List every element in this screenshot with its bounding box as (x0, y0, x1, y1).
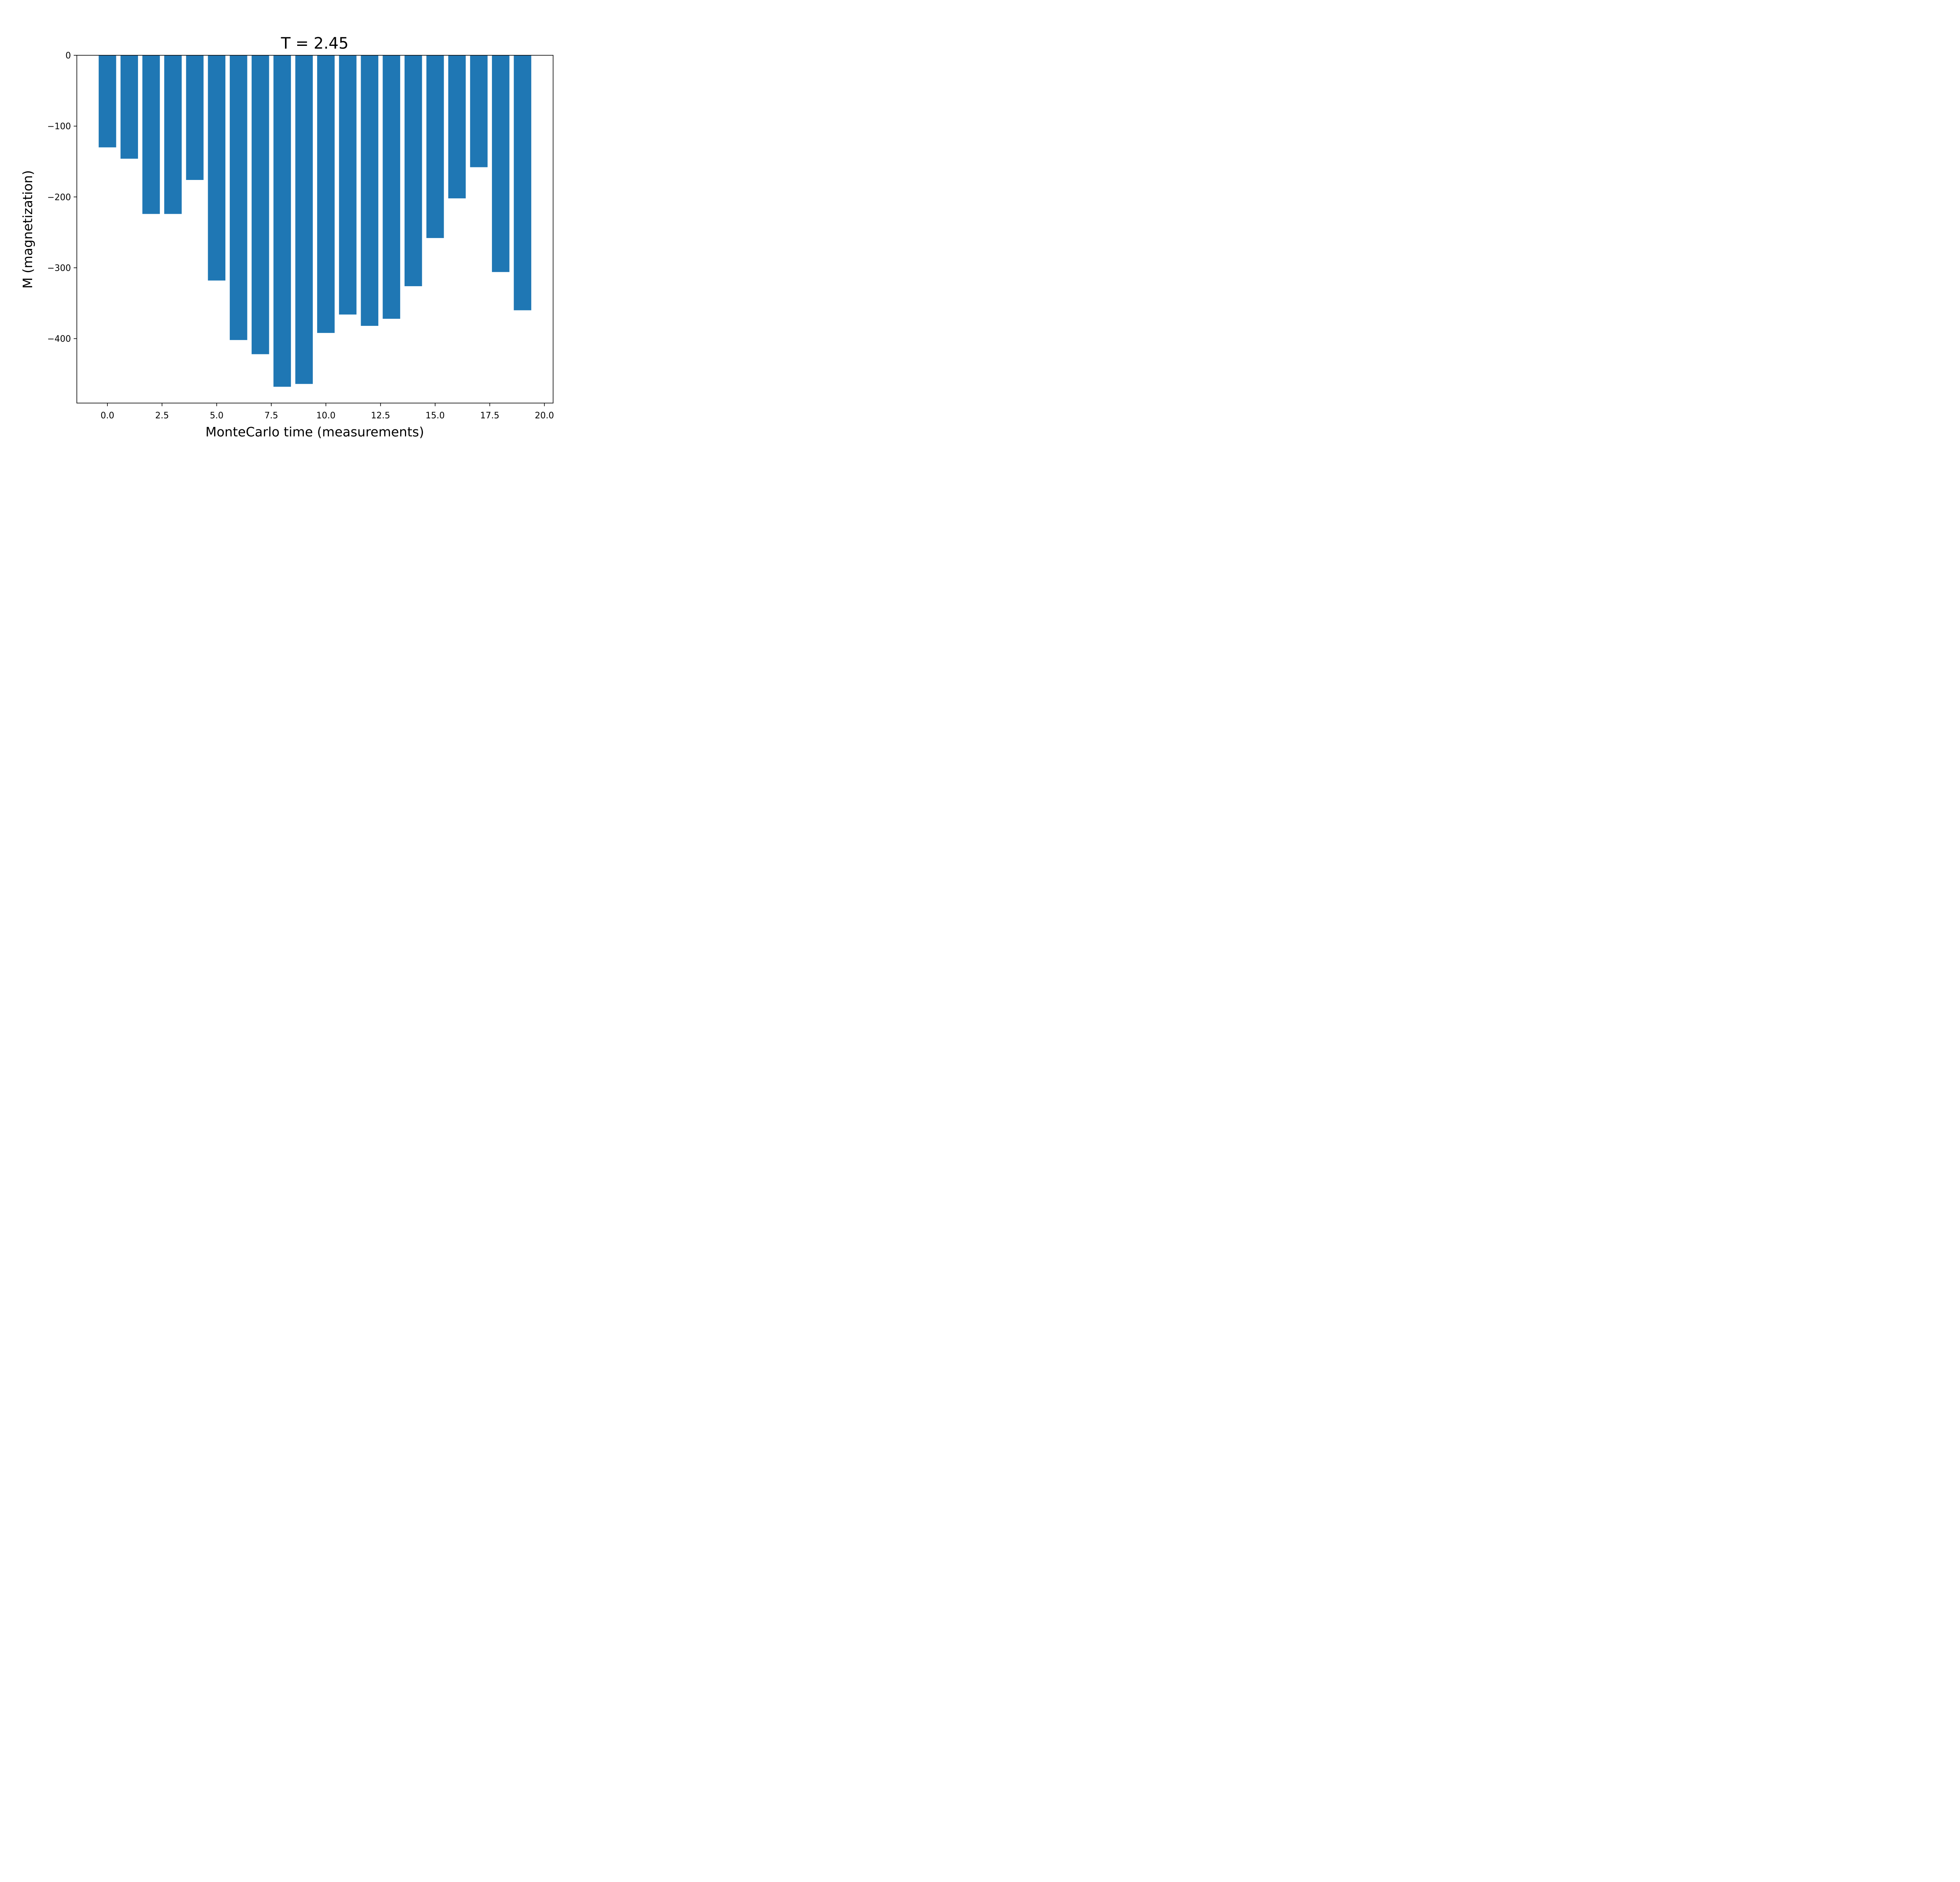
bar (317, 55, 335, 333)
bar (164, 55, 182, 214)
x-tick-label: 0.0 (101, 411, 114, 421)
bar (186, 55, 204, 180)
x-axis-label: MonteCarlo time (measurements) (205, 424, 424, 440)
bar (339, 55, 357, 315)
x-tick-label: 10.0 (316, 411, 336, 421)
y-axis-ticks: 0 −100 −200 −300 −400 (47, 51, 77, 344)
bar (142, 55, 160, 214)
y-tick-label: 0 (65, 51, 71, 61)
chart-title: T = 2.45 (281, 35, 348, 53)
x-tick-label: 2.5 (155, 411, 169, 421)
bar-chart: T = 2.45 0.0 2.5 5.0 7.5 10.0 12.5 15.0 17.5 20.… (20, 35, 554, 440)
x-tick-label: 17.5 (480, 411, 499, 421)
bar (98, 55, 116, 147)
bar (405, 55, 422, 286)
bar (230, 55, 247, 340)
bar (492, 55, 510, 272)
x-tick-label: 15.0 (426, 411, 445, 421)
y-tick-label: −200 (47, 193, 71, 202)
y-axis-label: M (magnetization) (20, 170, 35, 289)
x-tick-label: 5.0 (210, 411, 223, 421)
bars-group (98, 55, 532, 387)
y-tick-label: −400 (47, 334, 71, 344)
bar (470, 55, 488, 167)
y-tick-label: −300 (47, 263, 71, 273)
bar (361, 55, 379, 326)
x-tick-label: 7.5 (265, 411, 278, 421)
bar (514, 55, 532, 311)
bar (448, 55, 466, 198)
x-tick-label: 12.5 (371, 411, 390, 421)
bar (426, 55, 444, 238)
bar (208, 55, 225, 281)
y-tick-label: −100 (47, 122, 71, 132)
bar (273, 55, 291, 387)
bar (295, 55, 313, 384)
x-axis-ticks: 0.0 2.5 5.0 7.5 10.0 12.5 15.0 17.5 20.0 (101, 403, 554, 421)
bar (383, 55, 400, 319)
plot-frame (76, 55, 554, 403)
bar (120, 55, 138, 159)
bar (251, 55, 269, 354)
x-tick-label: 20.0 (535, 411, 554, 421)
